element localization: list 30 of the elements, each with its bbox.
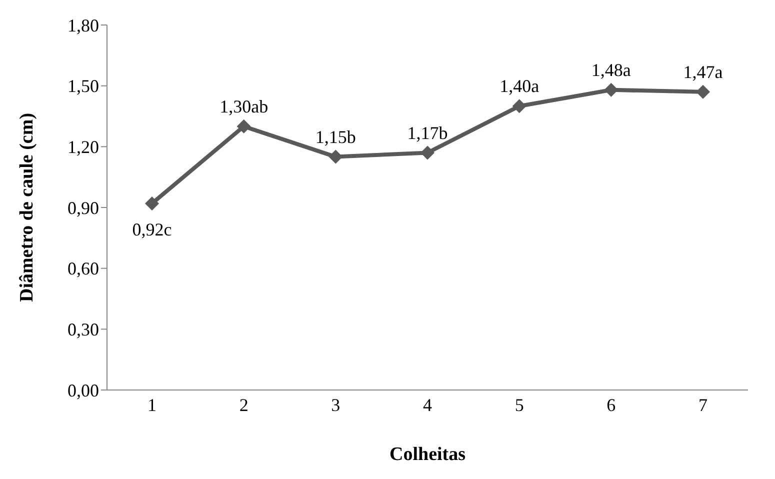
x-tick-label: 5 xyxy=(514,394,524,415)
data-label: 0,92c xyxy=(132,219,172,240)
point xyxy=(512,99,526,114)
y-tick-label: 0,00 xyxy=(68,380,99,400)
x-axis-title: Colheitas xyxy=(390,444,466,465)
data-label: 1,47a xyxy=(683,62,723,82)
y-tick-label: 0,90 xyxy=(68,198,99,218)
point xyxy=(328,150,343,164)
y-tick-label: 0,60 xyxy=(68,258,99,279)
x-tick-label: 1 xyxy=(148,394,156,415)
point xyxy=(145,196,159,210)
y-axis-title: Diâmetro de caule (cm) xyxy=(16,112,38,302)
x-tick-label: 2 xyxy=(239,394,248,415)
x-tick-label: 4 xyxy=(423,394,432,415)
x-tick-label: 3 xyxy=(331,394,340,415)
y-tick-label: 1,50 xyxy=(68,76,99,96)
data-label: 1,30ab xyxy=(220,96,268,116)
y-tick-label: 0,30 xyxy=(68,320,99,340)
point xyxy=(420,146,434,160)
x-tick-label: 6 xyxy=(606,394,616,415)
data-label: 1,15b xyxy=(315,126,356,147)
y-tick-label: 1,80 xyxy=(68,15,99,36)
point xyxy=(236,119,251,134)
data-label: 1,48a xyxy=(591,60,631,80)
point xyxy=(604,82,618,97)
data-label: 1,40a xyxy=(500,76,540,96)
y-tick-label: 1,20 xyxy=(68,137,99,158)
x-tick-label: 7 xyxy=(698,394,708,415)
data-label: 1,17b xyxy=(407,122,448,143)
point xyxy=(696,84,710,99)
